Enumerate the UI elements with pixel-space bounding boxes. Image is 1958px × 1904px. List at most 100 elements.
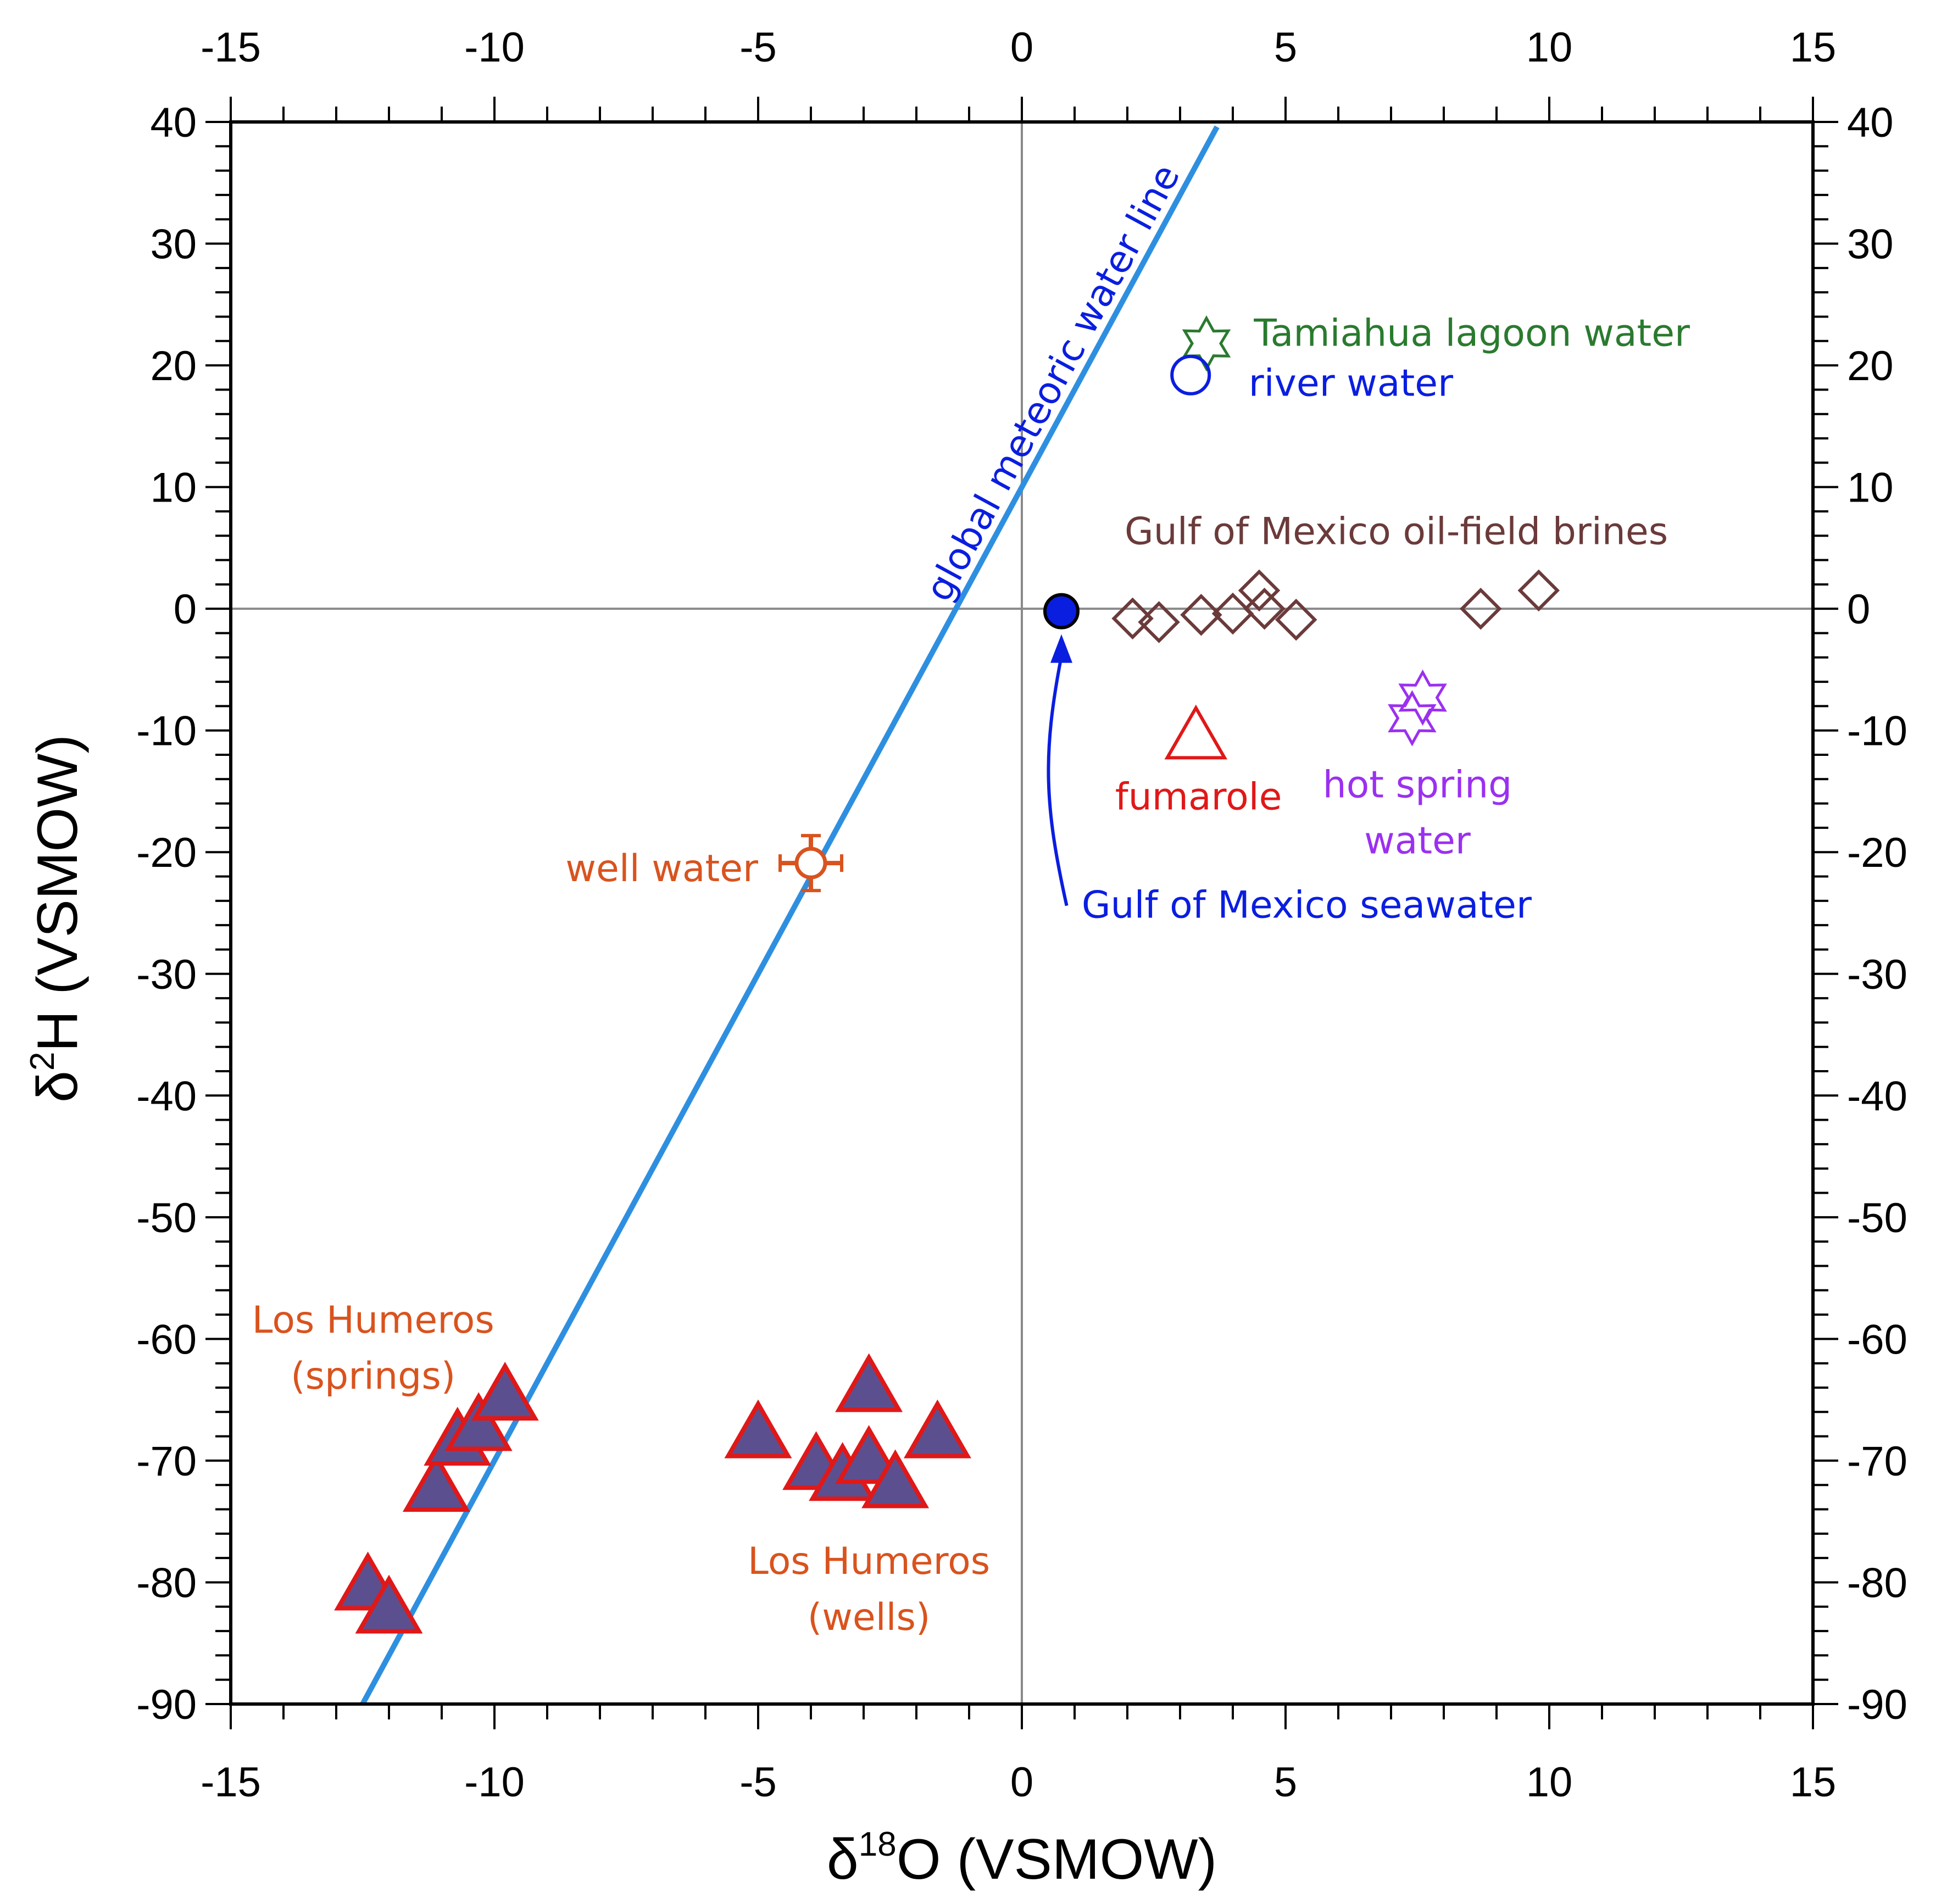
- point-los-humeros-wells: [724, 1399, 792, 1458]
- y-tick-label-left: 30: [150, 221, 197, 268]
- annotation-line: well water: [565, 847, 758, 890]
- x-axis-title-delta: δ: [827, 1828, 859, 1891]
- y-tick-label-left: -40: [136, 1073, 197, 1120]
- y-tick-label-right: -20: [1847, 829, 1907, 876]
- axis-titles: δ18O (VSMOW)δ2H (VSMOW): [24, 734, 1217, 1891]
- point-los-humeros-wells: [861, 1449, 930, 1508]
- y-tick-label-left: 10: [150, 465, 197, 511]
- annotations: Tamiahua lagoon water river water Gulf of …: [252, 311, 1690, 1639]
- y-tick-label-right: 30: [1847, 221, 1894, 268]
- annotation-tamiahua-lagoon-water: Tamiahua lagoon water: [1253, 311, 1690, 355]
- x-tick-label-bottom: -10: [464, 1759, 525, 1806]
- point-gulf-of-mexico-oil-field-brines: [1111, 597, 1154, 640]
- x-tick-label-bottom: 15: [1790, 1759, 1837, 1806]
- point-gulf-of-mexico-oil-field-brines: [1459, 587, 1502, 630]
- annotation-fumarole: fumarole: [1115, 776, 1282, 819]
- point-los-humeros-springs: [402, 1453, 470, 1512]
- annotation-line: Los Humeros: [748, 1540, 990, 1583]
- x-tick-label-top: 10: [1526, 24, 1573, 71]
- y-tick-label-right: -60: [1847, 1316, 1907, 1363]
- y-tick-label-right: 40: [1847, 99, 1894, 146]
- y-tick-label-right: -70: [1847, 1438, 1907, 1485]
- point-gulf-of-mexico-oil-field-brines: [1180, 593, 1222, 636]
- point-los-humeros-springs: [471, 1361, 539, 1421]
- y-tick-label-left: 0: [174, 586, 197, 633]
- annotation-line: (wells): [808, 1596, 931, 1639]
- point-circle: [794, 847, 827, 879]
- y-tick-label-left: -80: [136, 1560, 197, 1606]
- x-tick-label-bottom: -15: [201, 1759, 261, 1806]
- annotation-los-humeros-wells: Los Humeros (wells): [748, 1540, 990, 1639]
- y-axis-title: δ2H (VSMOW): [24, 734, 90, 1103]
- y-tick-label-right: -30: [1847, 951, 1907, 998]
- point-los-humeros-wells: [835, 1353, 903, 1412]
- point-river-water: [1170, 354, 1211, 396]
- y-tick-label-right: -40: [1847, 1073, 1907, 1120]
- x-tick-label-top: -15: [201, 24, 261, 71]
- y-tick-label-right: -10: [1847, 708, 1907, 755]
- x-tick-label-bottom: -5: [739, 1759, 777, 1806]
- seawater-arrow-line: [1047, 656, 1069, 906]
- point-los-humeros-wells: [903, 1399, 971, 1458]
- x-axis-title: δ18O (VSMOW): [827, 1825, 1217, 1891]
- point-gulf-of-mexico-oil-field-brines: [1517, 569, 1560, 612]
- axis-ticks: [205, 97, 1838, 1729]
- annotation-gulf-of-mexico-oil-field-brines: Gulf of Mexico oil-field brines: [1125, 510, 1668, 554]
- y-tick-label-right: -50: [1847, 1195, 1907, 1242]
- x-tick-label-top: -5: [739, 24, 777, 71]
- data-points: [334, 315, 1560, 1634]
- annotation-line: (springs): [291, 1355, 455, 1398]
- y-tick-label-right: -80: [1847, 1560, 1907, 1606]
- seawater-arrow-head: [1050, 634, 1072, 663]
- x-tick-label-bottom: 0: [1010, 1759, 1033, 1806]
- annotation-line: Tamiahua lagoon water: [1253, 311, 1690, 355]
- point-hot-spring-water: [1388, 690, 1437, 747]
- point-gulf-of-mexico-oil-field-brines: [1138, 601, 1180, 643]
- x-tick-label-bottom: 10: [1526, 1759, 1573, 1806]
- y-tick-label-right: 10: [1847, 465, 1894, 511]
- point-hot-spring-water: [1398, 669, 1447, 726]
- annotation-line: river water: [1249, 361, 1453, 405]
- x-tick-label-top: 0: [1010, 24, 1033, 71]
- y-axis-title-delta: δ: [26, 1071, 90, 1103]
- y-tick-label-right: -90: [1847, 1682, 1907, 1728]
- annotation-line: fumarole: [1115, 776, 1282, 819]
- point-los-humeros-springs: [444, 1392, 513, 1451]
- annotation-line: water: [1364, 819, 1471, 862]
- x-axis-title-superscript: 18: [859, 1825, 897, 1863]
- y-tick-label-left: -30: [136, 951, 197, 998]
- reference-lines: [231, 122, 1813, 1704]
- annotation-line: Gulf of Mexico seawater: [1082, 884, 1532, 927]
- point-los-humeros-springs: [355, 1574, 423, 1634]
- point-gulf-of-mexico-oil-field-brines: [1243, 587, 1286, 630]
- annotation-line: Gulf of Mexico oil-field brines: [1125, 510, 1668, 554]
- annotation-gulf-of-mexico-seawater: Gulf of Mexico seawater: [1082, 884, 1532, 927]
- y-tick-label-left: -20: [136, 829, 197, 876]
- point-gulf-of-mexico-oil-field-brines: [1275, 598, 1317, 641]
- point-los-humeros-wells: [835, 1425, 903, 1484]
- seawater-arrow-group: [1047, 634, 1072, 906]
- x-tick-label-top: 15: [1790, 24, 1837, 71]
- y-tick-label-left: -50: [136, 1195, 197, 1242]
- x-tick-label-bottom: 5: [1274, 1759, 1297, 1806]
- y-axis-title-rest: H (VSMOW): [26, 734, 90, 1052]
- y-tick-label-left: -60: [136, 1316, 197, 1363]
- y-tick-label-left: -70: [136, 1438, 197, 1485]
- annotation-los-humeros-springs: Los Humeros (springs): [252, 1299, 494, 1398]
- y-tick-label-right: 20: [1847, 343, 1894, 389]
- y-axis-title-superscript: 2: [24, 1052, 62, 1071]
- point-well-water: [778, 834, 843, 893]
- annotation-river-water: river water: [1249, 361, 1453, 405]
- x-tick-label-top: -10: [464, 24, 525, 71]
- point-tamiahua-lagoon-water: [1182, 315, 1231, 372]
- y-tick-label-right: 0: [1847, 586, 1870, 633]
- point-gulf-of-mexico-seawater: [1043, 593, 1080, 630]
- y-tick-label-left: -10: [136, 708, 197, 755]
- annotation-well-water: well water: [565, 847, 758, 890]
- y-tick-label-left: 40: [150, 99, 197, 146]
- x-tick-label-top: 5: [1274, 24, 1297, 71]
- y-tick-label-left: 20: [150, 343, 197, 389]
